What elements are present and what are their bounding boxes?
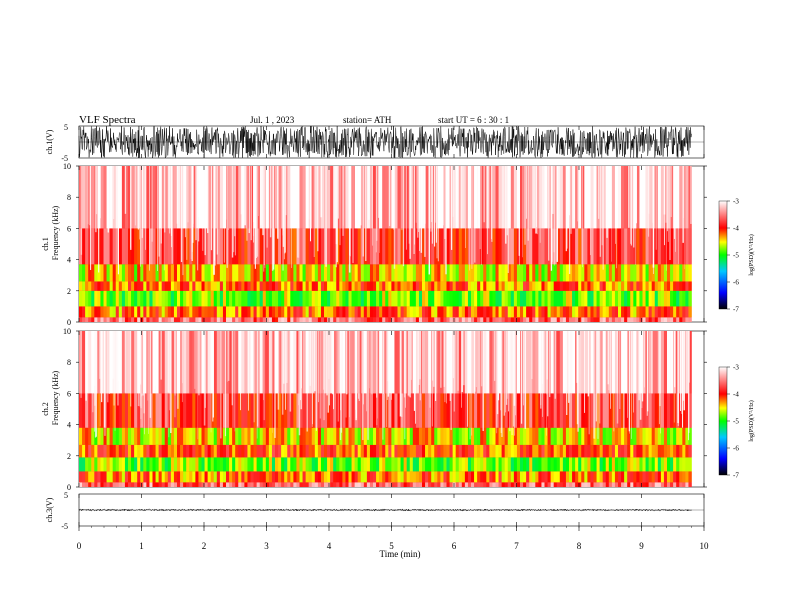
colorbar-tick-label: -3 bbox=[733, 198, 739, 206]
ch1-waveform-trace bbox=[78, 125, 704, 159]
colorbar-tick-label: -5 bbox=[733, 252, 739, 260]
ch3-ytick-bottom: -5 bbox=[61, 522, 68, 531]
ch1-waveform-panel: 5 -5 ch.1(V) bbox=[45, 123, 705, 163]
frequency-tick-label: 2 bbox=[67, 287, 71, 296]
time-tick-label: 1 bbox=[139, 541, 144, 551]
ch1-colorbar-ramp bbox=[718, 200, 728, 310]
colorbar-tick-label: -4 bbox=[733, 391, 739, 399]
ch1-spectrogram-image bbox=[79, 166, 692, 322]
spectrogram-band bbox=[79, 306, 692, 318]
colorbar-tick-label: -6 bbox=[733, 279, 739, 287]
header-start-time: start UT = 6 : 30 : 1 bbox=[438, 115, 509, 125]
colorbar-tick-label: -7 bbox=[733, 306, 739, 314]
frequency-tick-label: 0 bbox=[67, 318, 71, 327]
spectrogram-band bbox=[79, 281, 692, 291]
ch3-ytick-top: 5 bbox=[64, 491, 68, 500]
frequency-tick-label: 6 bbox=[67, 224, 71, 233]
ch3-waveform-trace bbox=[78, 508, 704, 512]
frequency-tick-label: 2 bbox=[67, 452, 71, 461]
spectrogram-band bbox=[79, 427, 692, 445]
frequency-tick-label: 6 bbox=[67, 389, 71, 398]
ch1-frequency-label: Frequency (kHz) bbox=[51, 205, 60, 260]
time-tick-label: 2 bbox=[202, 541, 207, 551]
ch2-colorbar-ramp bbox=[718, 366, 728, 476]
spectrogram-band bbox=[79, 471, 692, 483]
ch1-ytick-top: 5 bbox=[64, 123, 68, 132]
ch1-waveform-line bbox=[78, 125, 692, 159]
time-tick-label: 8 bbox=[577, 541, 582, 551]
time-tick-label: 9 bbox=[639, 541, 644, 551]
spectrogram-band bbox=[79, 444, 692, 458]
time-tick-label: 7 bbox=[514, 541, 519, 551]
time-tick-label: 4 bbox=[327, 541, 332, 551]
frequency-tick-label: 10 bbox=[63, 162, 71, 171]
spectrogram-band bbox=[79, 290, 692, 307]
time-tick-label: 3 bbox=[264, 541, 269, 551]
ch2-frequency-label: Frequency (kHz) bbox=[51, 370, 60, 425]
colorbar-tick-label: -3 bbox=[733, 364, 739, 372]
ch1-colorbar-label: log(PSD)(V²/Hz) bbox=[748, 234, 755, 275]
time-tick-label: 10 bbox=[700, 541, 710, 551]
ch2-spectrogram-panel: 0 2 4 6 8 10 ch.2 Frequency (kHz) bbox=[41, 327, 707, 492]
time-tick-label: 0 bbox=[77, 541, 82, 551]
ch2-spectrogram-image bbox=[79, 331, 692, 487]
header-date: Jul. 1 , 2023 bbox=[250, 115, 295, 125]
frequency-tick-label: 8 bbox=[67, 358, 71, 367]
frequency-tick-label: 8 bbox=[67, 193, 71, 202]
ch2-colorbar-label: log(PSD)(V²/Hz) bbox=[748, 400, 755, 441]
ch1-colorbar: -3 -4 -5 -6 -7 log(PSD)(V²/Hz) bbox=[718, 198, 755, 314]
spectrogram-streaks bbox=[80, 331, 690, 441]
colorbar-tick-label: -5 bbox=[733, 418, 739, 426]
time-tick-label: 6 bbox=[452, 541, 457, 551]
colorbar-tick-label: -4 bbox=[733, 225, 739, 233]
figure-title: VLF Spectra bbox=[79, 114, 136, 126]
frequency-tick-label: 0 bbox=[67, 483, 71, 492]
ch1-waveform-ylabel: ch.1(V) bbox=[45, 129, 54, 154]
ch2-colorbar: -3 -4 -5 -6 -7 log(PSD)(V²/Hz) bbox=[718, 364, 755, 480]
colorbar-tick-label: -6 bbox=[733, 445, 739, 453]
spectrogram-band bbox=[79, 264, 692, 282]
frequency-tick-label: 4 bbox=[67, 256, 71, 265]
time-axis-label: Time (min) bbox=[380, 549, 421, 559]
spectrogram-band bbox=[79, 317, 692, 322]
spectrogram-streaks bbox=[80, 166, 692, 276]
spectrogram-band bbox=[79, 482, 692, 487]
frequency-tick-label: 4 bbox=[67, 421, 71, 430]
spectrogram-band bbox=[79, 457, 692, 472]
frequency-tick-label: 10 bbox=[63, 327, 71, 336]
time-axis: 0 1 2 3 4 5 6 7 8 9 10 bbox=[77, 126, 709, 551]
ch1-channel-label: ch.1 bbox=[41, 237, 50, 251]
ch2-channel-label: ch.2 bbox=[41, 402, 50, 416]
time-tick-label: 5 bbox=[389, 541, 394, 551]
colorbar-tick-label: -7 bbox=[733, 472, 739, 480]
ch3-waveform-ylabel: ch.3(V) bbox=[45, 497, 54, 522]
header-station: station= ATH bbox=[343, 115, 392, 125]
ch3-waveform-panel: 5 -5 ch.3(V) bbox=[45, 491, 705, 531]
ch1-spectrogram-panel: 0 2 4 6 8 10 ch.1 Frequency (kHz) bbox=[41, 162, 707, 327]
ch1-ytick-bottom: -5 bbox=[61, 154, 68, 163]
